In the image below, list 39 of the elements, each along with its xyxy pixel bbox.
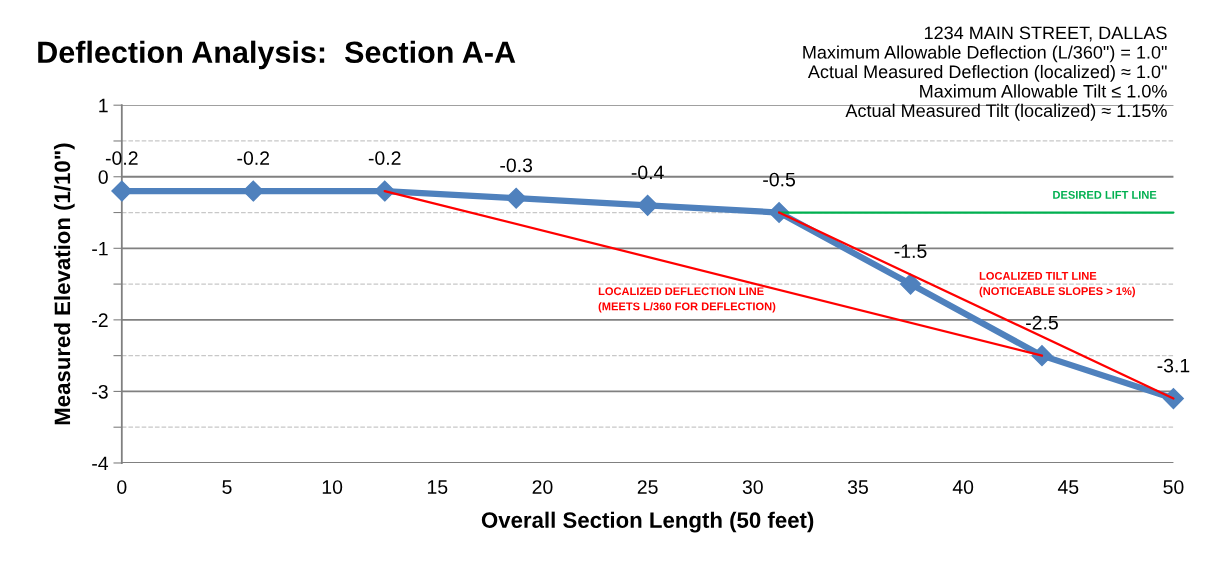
- series-label: DESIRED LIFT LINE: [1053, 190, 1157, 199]
- data-label: -0.2: [368, 151, 401, 165]
- x-tick-label: 10: [322, 480, 343, 494]
- point: [242, 180, 264, 202]
- data-label: -0.2: [237, 151, 270, 165]
- data-label: -2.5: [1026, 315, 1058, 330]
- x-tick-label: 50: [1163, 480, 1184, 494]
- x-axis-title: Overall Section Length (50 feet): [481, 511, 814, 533]
- point: [111, 180, 133, 202]
- y-tick-label: -2: [92, 313, 108, 327]
- data-label: -0.3: [500, 158, 533, 173]
- x-tick-label: 25: [637, 480, 658, 494]
- point: [374, 180, 396, 202]
- data-label: -0.2: [105, 151, 138, 165]
- x-tick-label: 40: [952, 480, 974, 494]
- y-tick-label: -1: [92, 241, 108, 256]
- x-tick-label: 5: [222, 480, 232, 494]
- x-tick-label: 30: [742, 480, 763, 494]
- data-label: -1.5: [894, 244, 927, 259]
- x-tick-label: 45: [1057, 480, 1079, 494]
- point: [900, 273, 922, 295]
- y-tick-label: -4: [92, 456, 109, 471]
- point: [637, 194, 659, 216]
- data-label: -3.1: [1157, 358, 1190, 373]
- y-tick-label: 1: [99, 98, 108, 113]
- x-tick-label: 35: [847, 480, 868, 494]
- y-tick-label: -3: [92, 384, 108, 399]
- annotation: 1234 MAIN STREET, DALLAS Maximum Allowable Deflection (L/360") = 1.0" Actual Measured Deflection (localized) ≈ 1.0" Maximum Allowable Tilt ≤ 1.0% Actual Measured Tilt (localized) ≈ 1.15%: [803, 26, 1167, 121]
- series-label: LOCALIZED DEFLECTION LINE (MEETS L/360 FOR DEFLECTION): [598, 287, 776, 313]
- y-tick-label: 0: [98, 170, 108, 184]
- series-label: LOCALIZED TILT LINE (NOTICEABLE SLOPES > 1%): [979, 271, 1135, 298]
- y-axis-title: Measured Elevation (1/10"): [53, 143, 75, 425]
- data-label: -0.4: [631, 165, 664, 180]
- data-label: -0.5: [763, 172, 796, 187]
- x-tick-label: 20: [532, 480, 553, 494]
- x-tick-label: 0: [117, 480, 127, 494]
- x-tick-label: 15: [427, 480, 448, 494]
- point: [505, 187, 527, 209]
- chart-title: Deflection Analysis: Section A-A: [38, 40, 516, 70]
